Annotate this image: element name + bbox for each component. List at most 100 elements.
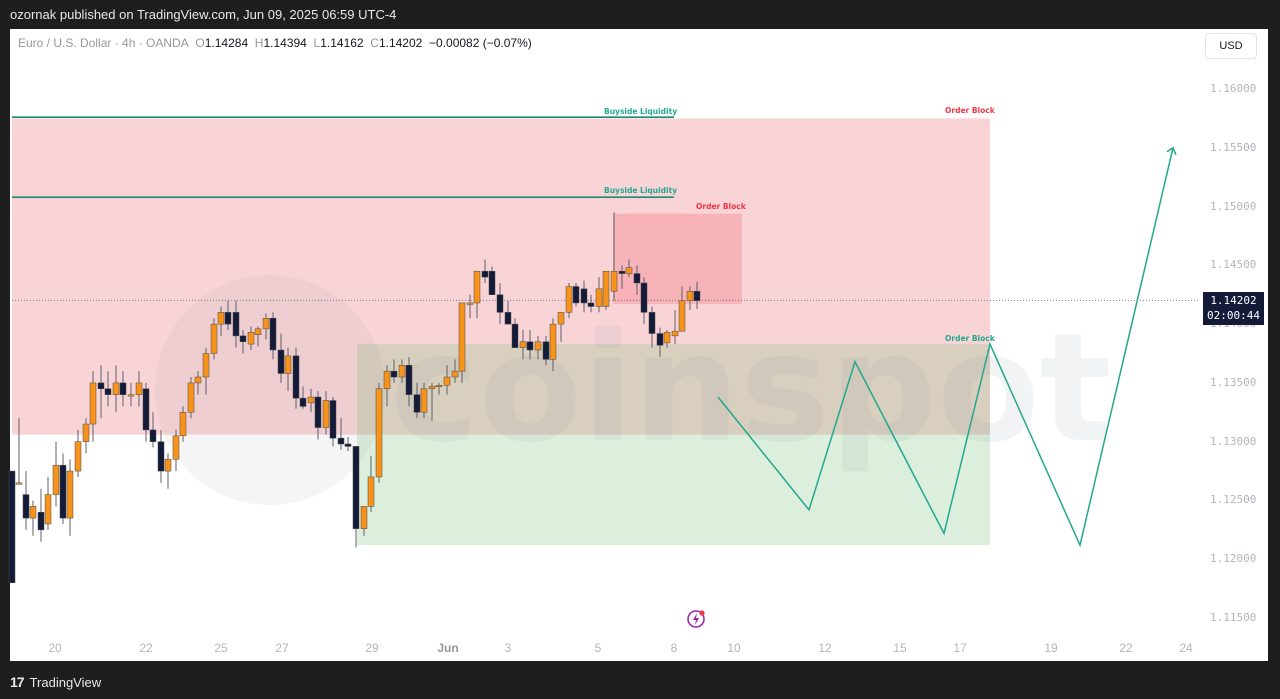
bearish-candle [504, 312, 512, 325]
bullish-candle [367, 476, 375, 507]
bearish-candle [292, 355, 300, 399]
currency-button[interactable]: USD [1205, 33, 1257, 59]
time-tick: 22 [139, 641, 153, 655]
bullish-candle [565, 286, 573, 313]
bullish-candle [307, 396, 315, 404]
time-tick: 20 [48, 641, 62, 655]
bullish-candle [74, 441, 82, 472]
bullish-candle [678, 300, 686, 332]
change-value: −0.00082 (−0.07%) [429, 36, 532, 50]
bearish-candle [269, 317, 277, 351]
bullish-candle [451, 370, 459, 378]
bearish-candle [587, 302, 595, 307]
tradingview-logo-icon: 17 [10, 674, 25, 690]
low-label: L [313, 36, 321, 50]
bullish-candle [179, 412, 187, 437]
lightning-icon[interactable] [686, 609, 706, 629]
time-tick: 22 [1119, 641, 1133, 655]
bearish-candle [59, 464, 67, 519]
bullish-candle [602, 270, 610, 307]
bearish-candle [640, 282, 648, 313]
time-tick: 8 [670, 641, 678, 655]
bullish-candle [187, 382, 195, 413]
high-label: H [254, 36, 264, 50]
bullish-candle [686, 290, 694, 301]
price-tick: 1.16000 [1210, 82, 1257, 95]
symbol-name[interactable]: Euro / U.S. Dollar · 4h · OANDA [18, 36, 189, 50]
bullish-candle [135, 382, 143, 395]
bullish-candle [172, 435, 180, 460]
bullish-candle [164, 459, 172, 472]
coinspot-watermark: coinspot [390, 302, 1112, 476]
bullish-candle [458, 302, 466, 372]
bullish-candle [360, 506, 368, 529]
bearish-candle [390, 370, 398, 378]
symbol-legend: Euro / U.S. Dollar · 4h · OANDA O1.14284… [18, 36, 532, 50]
bearish-candle [352, 446, 360, 529]
bearish-candle [337, 437, 345, 445]
bearish-candle [618, 270, 626, 274]
bearish-candle [22, 494, 30, 519]
bearish-candle [405, 365, 413, 395]
bullish-candle [671, 330, 679, 337]
bullish-candle [262, 317, 270, 330]
bullish-candle [534, 341, 542, 351]
bullish-candle [420, 388, 428, 413]
last-price-value: 1.14202 [1210, 294, 1257, 307]
bullish-candle [625, 267, 633, 274]
bullish-candle [610, 270, 618, 292]
brand-name[interactable]: TradingView [29, 674, 102, 690]
order-block-label-demand: Order Block [945, 334, 995, 343]
bullish-candle [398, 365, 406, 378]
projection-path [717, 147, 1174, 548]
order-block-small [613, 213, 742, 305]
bullish-candle [112, 382, 120, 395]
time-tick: 24 [1179, 641, 1193, 655]
price-tick: 1.15500 [1210, 140, 1257, 154]
bearish-candle [232, 312, 240, 337]
bullish-candle [595, 288, 603, 307]
bearish-candle [580, 288, 588, 304]
time-tick: 15 [893, 641, 907, 655]
bearish-candle [37, 511, 45, 531]
bearish-candle [8, 470, 16, 584]
arrow-up-icon [1166, 146, 1177, 156]
bearish-candle [224, 312, 232, 325]
bearish-candle [633, 273, 641, 284]
buyside-liquidity-label-2: Buyside Liquidity [604, 186, 678, 195]
open-value: 1.14284 [204, 36, 249, 50]
time-tick: 5 [594, 641, 602, 655]
close-value: 1.14202 [378, 36, 423, 50]
bearish-candle [693, 290, 701, 301]
bearish-candle [277, 349, 285, 374]
price-tick: 1.12500 [1210, 493, 1257, 507]
bullish-candle [443, 376, 451, 386]
bearish-candle [157, 441, 165, 472]
bullish-candle [549, 323, 557, 360]
close-label: C [370, 36, 379, 50]
time-tick: Jun [437, 641, 459, 655]
bearish-candle [572, 286, 580, 304]
last-price-tag: 1.14202 02:00:44 [1203, 292, 1264, 325]
bullish-candle [663, 332, 671, 344]
bullish-candle [210, 323, 218, 354]
high-value: 1.14394 [263, 36, 307, 50]
bullish-candle [519, 341, 527, 348]
price-tick: 1.12000 [1210, 552, 1257, 566]
buyside-liquidity-label-1: Buyside Liquidity [604, 107, 678, 116]
price-tick: 1.13500 [1210, 375, 1257, 389]
open-label: O [195, 36, 205, 50]
price-tick: 1.14500 [1210, 258, 1257, 272]
time-tick: 19 [1044, 641, 1058, 655]
bearish-candle [119, 382, 127, 395]
bearish-candle [149, 429, 157, 442]
bullish-candle [44, 494, 52, 525]
bullish-candle [383, 370, 391, 390]
bearish-candle [481, 270, 489, 278]
bearish-candle [656, 333, 664, 346]
bullish-candle [557, 312, 565, 325]
time-tick: 27 [275, 641, 289, 655]
bullish-candle [473, 270, 481, 304]
time-tick: 3 [504, 641, 512, 655]
